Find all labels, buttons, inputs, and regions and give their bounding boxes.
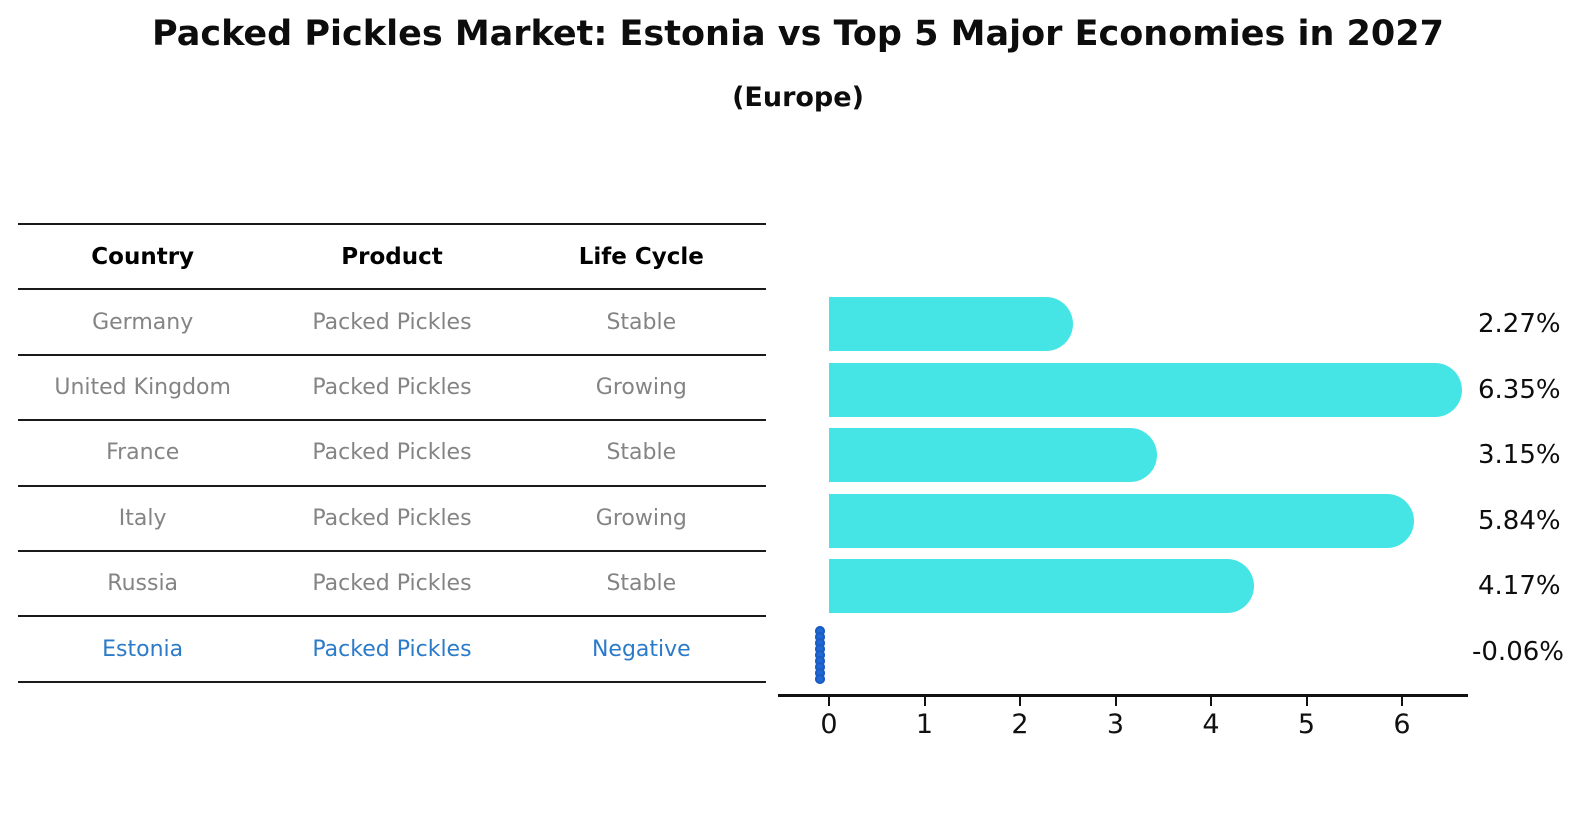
- table-row: Estonia Packed Pickles Negative: [18, 617, 766, 683]
- marker-dot: [815, 637, 826, 648]
- x-axis-tick: [923, 697, 926, 706]
- header-product: Product: [341, 243, 443, 270]
- cell-life-cycle: Stable: [606, 440, 677, 466]
- bar-value-label: 5.84%: [1478, 505, 1561, 536]
- cell-life-cycle: Stable: [606, 571, 677, 597]
- bar-value-label: -0.06%: [1472, 636, 1564, 667]
- marker-dot: [815, 655, 826, 666]
- x-axis-tick-label: 2: [1011, 709, 1029, 740]
- cell-product: Packed Pickles: [312, 374, 472, 400]
- table-row: United Kingdom Packed Pickles Growing: [18, 356, 766, 422]
- marker-dot: [815, 661, 826, 672]
- x-axis-tick-label: 3: [1106, 709, 1125, 740]
- bar: [829, 362, 1463, 417]
- x-axis-tick-label: 5: [1297, 709, 1316, 740]
- marker-dot: [815, 631, 826, 642]
- table-row: Russia Packed Pickles Stable: [18, 552, 766, 618]
- cell-product: Packed Pickles: [312, 440, 472, 466]
- chart-subtitle: (Europe): [732, 82, 864, 113]
- cell-life-cycle: Growing: [595, 374, 687, 400]
- chart-title: Packed Pickles Market: Estonia vs Top 5 …: [152, 14, 1444, 54]
- cell-country: Germany: [92, 309, 194, 335]
- bar: [829, 297, 1073, 351]
- header-country: Country: [91, 243, 195, 270]
- table-row: Italy Packed Pickles Growing: [18, 487, 766, 552]
- marker-dot: [815, 673, 826, 684]
- cell-life-cycle: Negative: [591, 636, 691, 662]
- marker-dot: [815, 643, 826, 654]
- cell-life-cycle: Stable: [606, 309, 677, 335]
- x-axis-line: [778, 694, 1468, 697]
- bar-value-label: 6.35%: [1478, 374, 1561, 405]
- table-row: France Packed Pickles Stable: [18, 421, 766, 487]
- x-axis-tick: [1305, 697, 1308, 706]
- x-axis-tick: [1019, 697, 1021, 706]
- cell-country: Estonia: [102, 636, 184, 662]
- x-axis-tick-label: 6: [1393, 709, 1411, 740]
- bar-value-label: 2.27%: [1478, 309, 1561, 339]
- x-axis-tick-label: 4: [1202, 709, 1220, 740]
- bar: [829, 559, 1255, 613]
- marker-dot: [815, 649, 826, 660]
- cell-life-cycle: Growing: [595, 505, 687, 531]
- bar: [829, 493, 1414, 548]
- cell-product: Packed Pickles: [312, 636, 472, 662]
- x-axis-tick: [1114, 697, 1117, 706]
- table-header-row: Country Product Life Cycle: [18, 225, 766, 291]
- x-axis-tick: [1210, 697, 1212, 706]
- x-axis-tick-label: 0: [820, 709, 838, 740]
- bar-value-label: 3.15%: [1478, 440, 1561, 470]
- cell-country: Russia: [107, 571, 179, 597]
- marker-dot: [815, 667, 826, 678]
- cell-product: Packed Pickles: [312, 505, 472, 531]
- cell-country: United Kingdom: [54, 374, 231, 400]
- table-row: Germany Packed Pickles Stable: [18, 290, 766, 356]
- x-axis-tick-label: 1: [915, 709, 934, 740]
- bar: [829, 428, 1157, 482]
- cell-product: Packed Pickles: [312, 571, 472, 597]
- x-axis-tick: [1401, 697, 1403, 706]
- country-table: Country Product Life Cycle Germany Packe…: [18, 223, 766, 683]
- marker-dot: [815, 625, 826, 636]
- cell-country: France: [106, 440, 180, 466]
- cell-country: Italy: [118, 505, 167, 531]
- negative-bar-marker: [815, 625, 826, 684]
- bar-value-label: 4.17%: [1478, 571, 1561, 601]
- cell-product: Packed Pickles: [312, 309, 472, 335]
- x-axis-tick: [828, 697, 830, 706]
- header-life-cycle: Life Cycle: [578, 243, 704, 270]
